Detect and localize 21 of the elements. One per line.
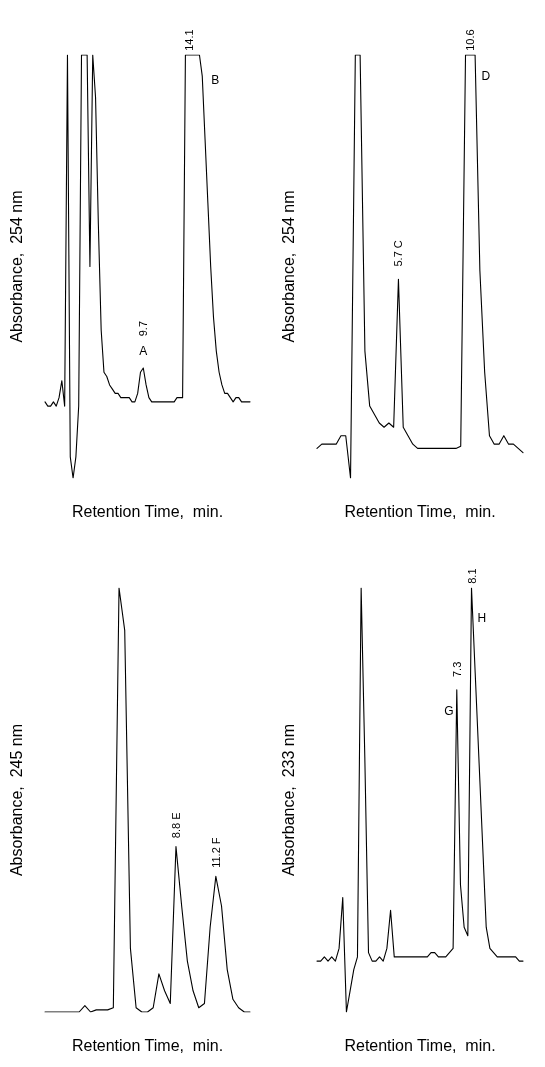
annotation: H <box>477 610 487 625</box>
x-axis-title: Retention Time, min. <box>71 502 224 520</box>
x-axis-title: Retention Time, min. <box>71 1036 224 1054</box>
annotation: D <box>481 69 491 84</box>
annotation: G <box>444 703 454 718</box>
annotation: 9.7 <box>137 321 150 337</box>
text: 14.1 <box>182 29 195 51</box>
y-axis-title: Absorbance, 254 nm <box>279 190 297 343</box>
annotation: 5.7 C <box>392 240 405 267</box>
annotation: 7.3 <box>450 661 463 678</box>
x-axis-title: Retention Time, min. <box>344 1036 496 1054</box>
annotation: B <box>211 73 220 88</box>
y-axis-title: Absorbance, 245 nm <box>7 723 25 877</box>
text: 8.1 <box>465 568 478 584</box>
x-axis-title: Retention Time, min. <box>344 502 496 520</box>
y-axis-title: Absorbance, 254 nm <box>7 190 25 343</box>
annotation: 11.2 F <box>209 837 222 868</box>
text: 10.6 <box>464 29 477 51</box>
y-axis-title: Absorbance, 233 nm <box>279 723 297 877</box>
annotation: 8.8 E <box>169 812 182 839</box>
annotation: A <box>139 344 148 359</box>
